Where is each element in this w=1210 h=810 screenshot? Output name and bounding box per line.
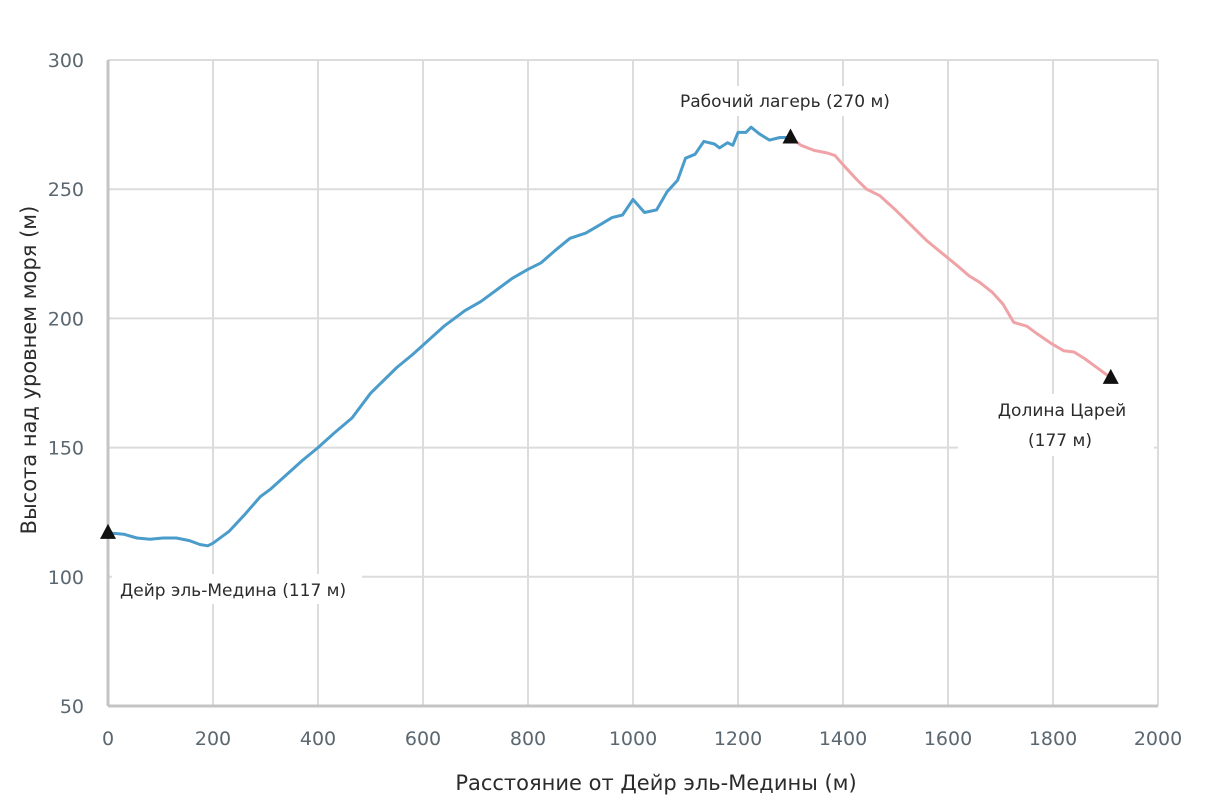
triangle-marker-icon (1102, 368, 1119, 384)
x-tick-label: 1400 (819, 728, 867, 750)
triangle-marker-icon (100, 523, 116, 539)
annotation-valley-of-kings-label-line2: (177 м) (1028, 431, 1092, 451)
y-tick-label: 200 (48, 308, 84, 330)
descent-series-line (789, 136, 1113, 380)
annotation-valley-of-kings-label-line1: Долина Царей (998, 401, 1126, 421)
x-tick-label: 0 (102, 728, 114, 750)
y-tick-labels: 50 100 150 200 250 300 (48, 50, 84, 718)
y-tick-label: 100 (48, 567, 84, 589)
y-tick-label: 300 (48, 50, 84, 72)
annotation-valley-of-kings: Долина Царей (177 м) (958, 394, 1154, 456)
y-tick-label: 150 (48, 438, 84, 460)
x-tick-label: 2000 (1134, 728, 1182, 750)
grid-lines (108, 59, 1159, 706)
y-axis-title: Высота над уровнем моря (м) (17, 206, 41, 535)
x-tick-label: 800 (510, 728, 546, 750)
ascent-series-line (106, 125, 792, 548)
series-lines (106, 125, 1113, 548)
y-tick-label: 250 (48, 179, 84, 201)
triangle-marker-icon (782, 128, 799, 144)
annotation-deir-el-medina: Дейр эль-Медина (117 м) (112, 574, 362, 604)
x-tick-label: 200 (195, 728, 231, 750)
annotation-background (958, 394, 1154, 456)
annotation-deir-el-medina-label: Дейр эль-Медина (117 м) (120, 581, 346, 601)
x-axis-title: Расстояние от Дейр эль-Медины (м) (455, 771, 856, 795)
axes (106, 60, 1158, 708)
annotation-workers-camp-label: Рабочий лагерь (270 м) (680, 92, 890, 112)
x-tick-label: 600 (405, 728, 441, 750)
annotation-background (112, 574, 362, 604)
x-tick-labels: 0 200 400 600 800 1000 1200 1400 1600 1800 2000 (102, 728, 1182, 750)
y-tick-label: 50 (60, 696, 84, 718)
x-tick-label: 400 (300, 728, 336, 750)
markers (100, 128, 1119, 539)
x-tick-label: 1600 (924, 728, 972, 750)
annotation-background (672, 86, 908, 116)
x-tick-label: 1800 (1029, 728, 1077, 750)
annotation-workers-camp: Рабочий лагерь (270 м) (672, 86, 908, 116)
x-tick-label: 1200 (714, 728, 762, 750)
x-tick-label: 1000 (609, 728, 657, 750)
